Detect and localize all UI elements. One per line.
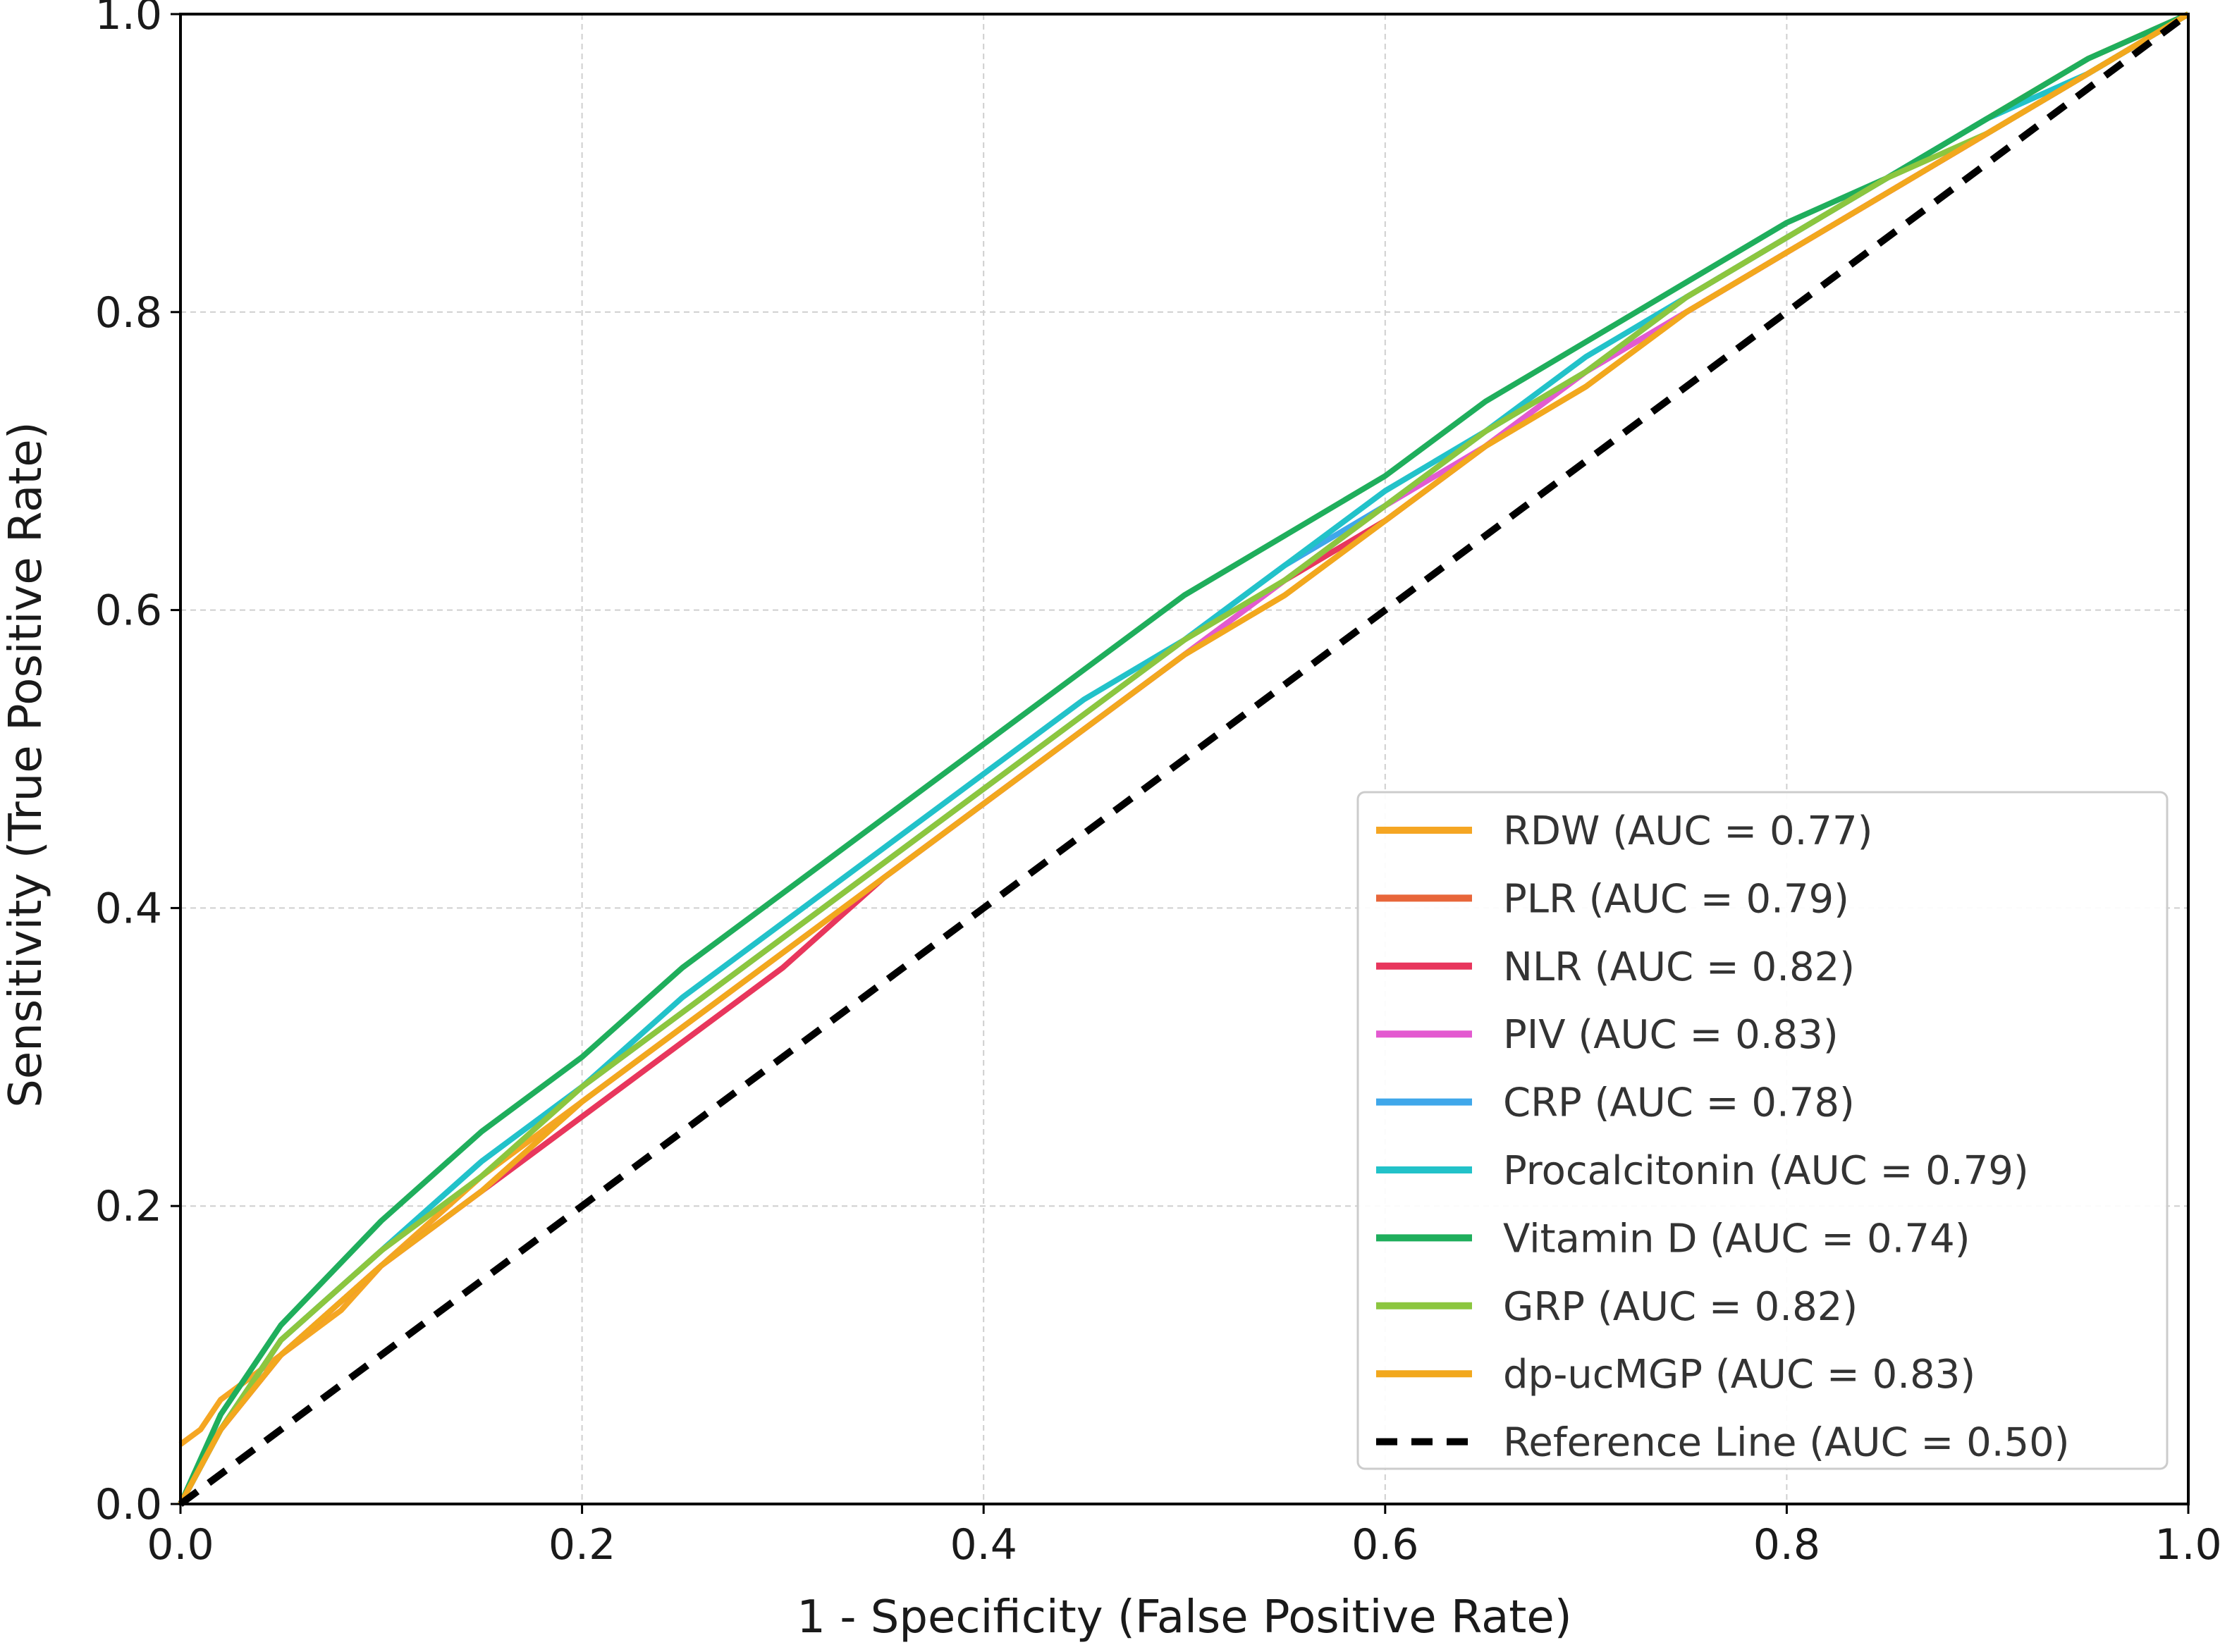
legend-label: Procalcitonin (AUC = 0.79): [1503, 1148, 2029, 1194]
x-tick-label: 0.2: [548, 1520, 615, 1570]
x-tick-label: 0.8: [1753, 1520, 1820, 1570]
x-tick-label: 1.0: [2154, 1520, 2221, 1570]
y-axis-title: Sensitivity (True Positive Rate): [0, 421, 52, 1108]
legend-label: RDW (AUC = 0.77): [1503, 808, 1873, 854]
legend-label: dp-ucMGP (AUC = 0.83): [1503, 1352, 1975, 1398]
series-line-9: [178, 11, 2190, 1508]
legend-label: NLR (AUC = 0.82): [1503, 944, 1855, 990]
y-tick-label: 0.8: [95, 288, 162, 338]
x-tick-label: 0.4: [950, 1520, 1017, 1570]
legend-label: PLR (AUC = 0.79): [1503, 876, 1849, 922]
x-tick-label: 0.6: [1351, 1520, 1418, 1570]
legend-label: CRP (AUC = 0.78): [1503, 1080, 1855, 1126]
x-axis-ticks: 0.0 0.2 0.4 0.6 0.8 1.0: [147, 1504, 2222, 1570]
series-line-6: [178, 11, 2190, 1505]
legend-label: Reference Line (AUC = 0.50): [1503, 1420, 2070, 1466]
legend-box: [1356, 791, 2169, 1470]
y-tick-label: 0.4: [95, 884, 162, 933]
y-tick-label: 0.2: [95, 1182, 162, 1231]
legend-label: PIV (AUC = 0.83): [1503, 1012, 1839, 1058]
y-tick-label: 0.0: [95, 1480, 162, 1529]
series-line-7: [178, 11, 2190, 1505]
series-line-8: [178, 11, 2190, 1505]
y-tick-label: 1.0: [95, 0, 162, 39]
plot-frame: [179, 13, 2190, 1505]
y-tick-label: 0.6: [95, 586, 162, 636]
x-axis-title: 1 - Specificity (False Positive Rate): [797, 1591, 1571, 1644]
series-layer: [178, 11, 2190, 1508]
y-axis-ticks: 0.0 0.2 0.4 0.6 0.8 1.0: [95, 0, 180, 1529]
x-tick-label: 0.0: [147, 1520, 214, 1570]
legend-label: Vitamin D (AUC = 0.74): [1503, 1216, 1970, 1262]
legend: RDW (AUC = 0.77) PLR (AUC = 0.79) NLR (AUC…: [1356, 791, 2169, 1470]
legend-label: GRP (AUC = 0.82): [1503, 1284, 1858, 1330]
